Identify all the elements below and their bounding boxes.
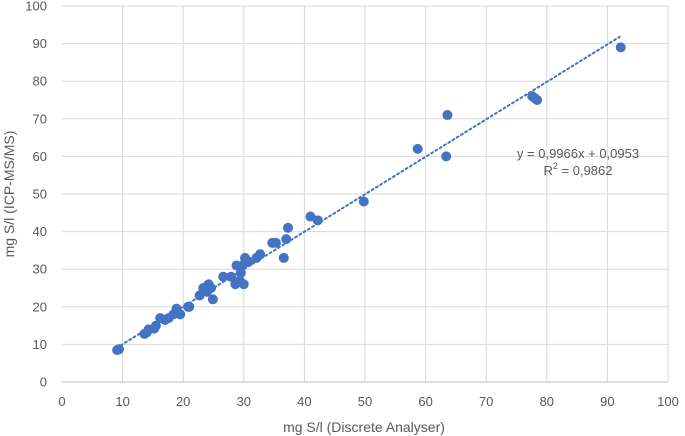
x-tick-label: 0 [58,394,65,409]
y-tick-labels: 0 10 20 30 40 50 60 70 80 90 100 [25,0,47,390]
data-point [206,283,217,293]
grid-lines [62,5,669,382]
x-tick-label: 80 [540,394,554,409]
data-point [218,271,229,282]
data-point [226,271,237,282]
y-tick-label: 30 [33,262,47,277]
x-tick-label: 70 [479,394,493,409]
y-axis-title: mg S/l (ICP-MS/MS) [1,131,17,258]
y-tick-label: 90 [33,36,47,51]
y-tick-label: 0 [40,375,47,390]
r-squared-symbol: R [544,163,553,178]
trendline-equation: y = 0,9966x + 0,0953 [517,146,639,161]
data-points [112,42,626,356]
r-squared-label: R2 = 0,9862 [544,161,613,178]
data-point [243,256,254,267]
data-point [358,196,369,207]
data-point [238,279,249,290]
data-point [278,252,289,263]
x-tick-label: 30 [237,394,251,409]
trendline-group [115,35,621,349]
x-tick-label: 50 [358,394,372,409]
data-point [532,95,543,105]
data-point [412,143,423,154]
data-point [113,344,124,355]
y-tick-label: 70 [33,111,47,126]
data-point [235,267,246,278]
y-tick-label: 20 [33,299,47,314]
y-tick-label: 50 [33,187,47,202]
data-point [270,237,281,248]
x-tick-labels: 0 10 20 30 40 50 60 70 80 90 100 [58,394,678,409]
y-tick-label: 100 [25,0,47,14]
x-tick-label: 10 [115,394,129,409]
data-point [442,110,453,121]
y-tick-label: 80 [33,74,47,89]
data-point [175,309,186,320]
data-point [184,301,195,312]
y-tick-label: 40 [33,224,47,239]
trendline [115,35,621,349]
data-point [281,234,292,245]
data-point [255,249,266,260]
r-squared-exponent: 2 [553,161,558,171]
data-point [150,320,161,331]
r-squared-value: = 0,9862 [558,163,613,178]
data-point [441,151,452,162]
data-point [207,294,218,305]
x-tick-label: 20 [176,394,190,409]
data-point [615,42,626,53]
x-tick-label: 90 [600,394,614,409]
y-tick-label: 10 [33,337,47,352]
x-tick-label: 100 [657,394,679,409]
x-tick-label: 40 [297,394,311,409]
data-point [283,222,294,233]
x-tick-label: 60 [418,394,432,409]
x-axis-title: mg S/l (Discrete Analyser) [283,419,445,435]
data-point [312,215,323,226]
y-tick-label: 60 [33,149,47,164]
